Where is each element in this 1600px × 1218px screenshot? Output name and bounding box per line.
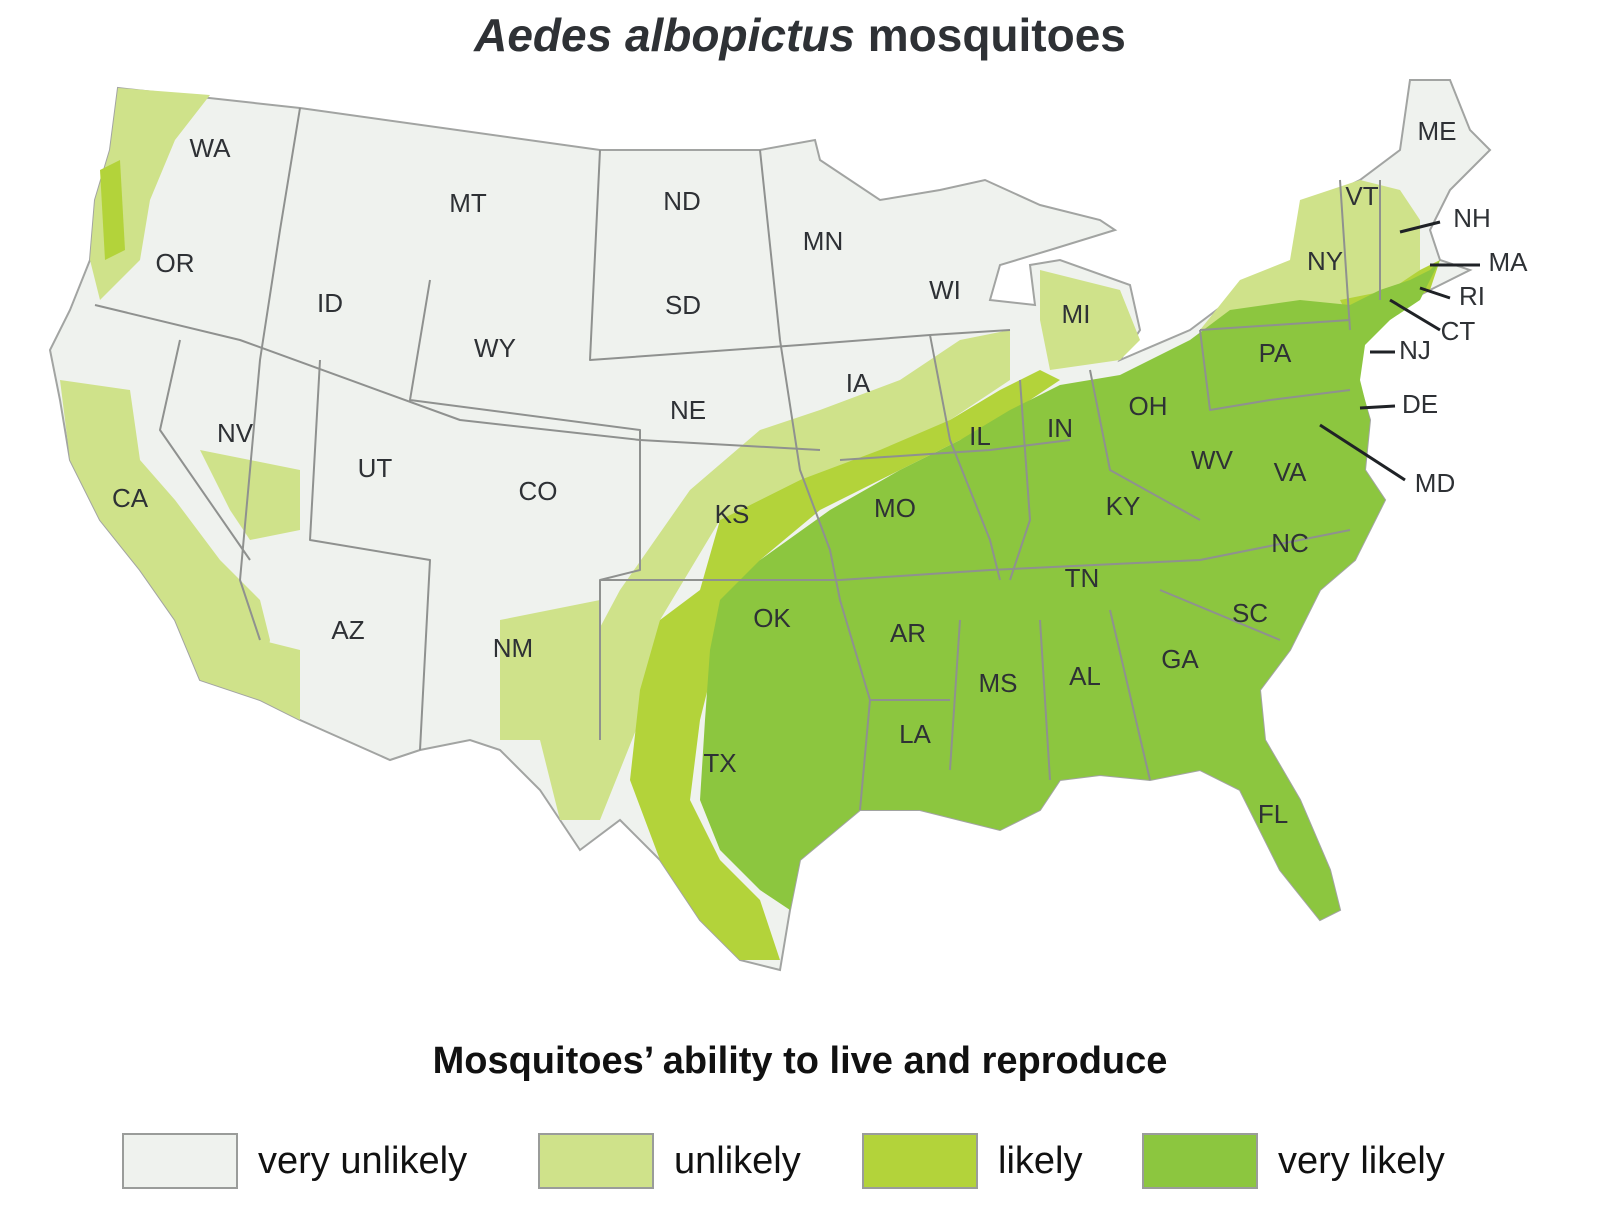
state-label-mn: MN <box>803 226 843 256</box>
state-label-mt: MT <box>449 188 487 218</box>
leader-lines <box>1319 220 1480 482</box>
legend-label-very-unlikely: very unlikely <box>258 1139 468 1182</box>
state-label-de: DE <box>1402 389 1438 419</box>
zone-unlikely-california <box>60 380 270 700</box>
legend-swatch-very-unlikely <box>122 1133 238 1189</box>
legend-item-unlikely: unlikely <box>538 1130 801 1192</box>
state-label-ar: AR <box>890 618 926 648</box>
legend-swatch-likely <box>862 1133 978 1189</box>
state-label-nc: NC <box>1271 528 1309 558</box>
state-label-wv: WV <box>1191 445 1234 475</box>
state-label-oh: OH <box>1129 391 1168 421</box>
state-borders <box>94 107 1381 811</box>
title-species: Aedes albopictus <box>474 9 855 61</box>
state-label-sc: SC <box>1232 598 1268 628</box>
state-label-pa: PA <box>1259 338 1292 368</box>
map-title: Aedes albopictus mosquitoes <box>0 8 1600 62</box>
state-label-in: IN <box>1047 413 1073 443</box>
state-label-md: MD <box>1415 468 1455 498</box>
state-label-nj: NJ <box>1399 335 1431 365</box>
legend-label-very-likely: very likely <box>1278 1139 1445 1182</box>
state-label-ok: OK <box>753 603 791 633</box>
state-label-id: ID <box>317 288 343 318</box>
state-label-la: LA <box>899 719 931 749</box>
state-label-ne: NE <box>670 395 706 425</box>
state-label-tn: TN <box>1065 563 1100 593</box>
state-label-az: AZ <box>331 615 364 645</box>
legend-title: Mosquitoes’ ability to live and reproduc… <box>432 1040 1168 1082</box>
legend: very unlikely unlikely likely very likel… <box>122 1130 1522 1192</box>
state-label-nh: NH <box>1453 203 1491 233</box>
legend-label-likely: likely <box>998 1139 1083 1182</box>
state-label-tx: TX <box>703 748 736 778</box>
state-label-nd: ND <box>663 186 701 216</box>
legend-item-very-likely: very likely <box>1142 1130 1445 1192</box>
state-label-mi: MI <box>1062 299 1091 329</box>
legend-swatch-unlikely <box>538 1133 654 1189</box>
state-label-mo: MO <box>874 493 916 523</box>
state-labels: WA OR CA ID NV MT WY UT AZ CO NM ND SD N… <box>112 116 1528 829</box>
state-label-wa: WA <box>190 133 232 163</box>
state-label-va: VA <box>1274 457 1307 487</box>
zone-very-likely <box>700 260 1440 920</box>
state-label-ca: CA <box>112 483 149 513</box>
state-label-wi: WI <box>929 275 961 305</box>
zone-likely-oregon-coast <box>100 160 125 260</box>
us-map: WA OR CA ID NV MT WY UT AZ CO NM ND SD N… <box>48 79 1528 972</box>
state-label-me: ME <box>1418 116 1457 146</box>
zone-likely-plains <box>630 370 1060 960</box>
state-label-nm: NM <box>493 633 533 663</box>
legend-swatch-very-likely <box>1142 1133 1258 1189</box>
title-rest: mosquitoes <box>867 9 1126 61</box>
state-label-co: CO <box>519 476 558 506</box>
state-label-ri: RI <box>1459 281 1485 311</box>
state-label-sd: SD <box>665 290 701 320</box>
legend-item-very-unlikely: very unlikely <box>122 1130 467 1192</box>
state-label-ky: KY <box>1106 491 1141 521</box>
state-label-ga: GA <box>1161 644 1199 674</box>
zone-unlikely-nevada <box>200 450 300 540</box>
state-label-wy: WY <box>474 333 516 363</box>
state-label-ut: UT <box>358 453 393 483</box>
state-label-ct: CT <box>1441 316 1476 346</box>
state-label-fl: FL <box>1258 799 1288 829</box>
state-label-al: AL <box>1069 661 1101 691</box>
legend-item-likely: likely <box>862 1130 1082 1192</box>
state-label-ia: IA <box>846 368 871 398</box>
state-label-nv: NV <box>217 418 254 448</box>
state-label-ny: NY <box>1307 246 1343 276</box>
state-label-ks: KS <box>715 499 750 529</box>
legend-label-unlikely: unlikely <box>674 1139 801 1182</box>
state-label-vt: VT <box>1345 181 1378 211</box>
zone-unlikely-arizona <box>260 640 300 720</box>
state-label-ma: MA <box>1489 247 1529 277</box>
state-label-ms: MS <box>979 668 1018 698</box>
state-label-or: OR <box>156 248 195 278</box>
zone-unlikely-michigan <box>1040 270 1140 370</box>
state-label-il: IL <box>969 421 991 451</box>
